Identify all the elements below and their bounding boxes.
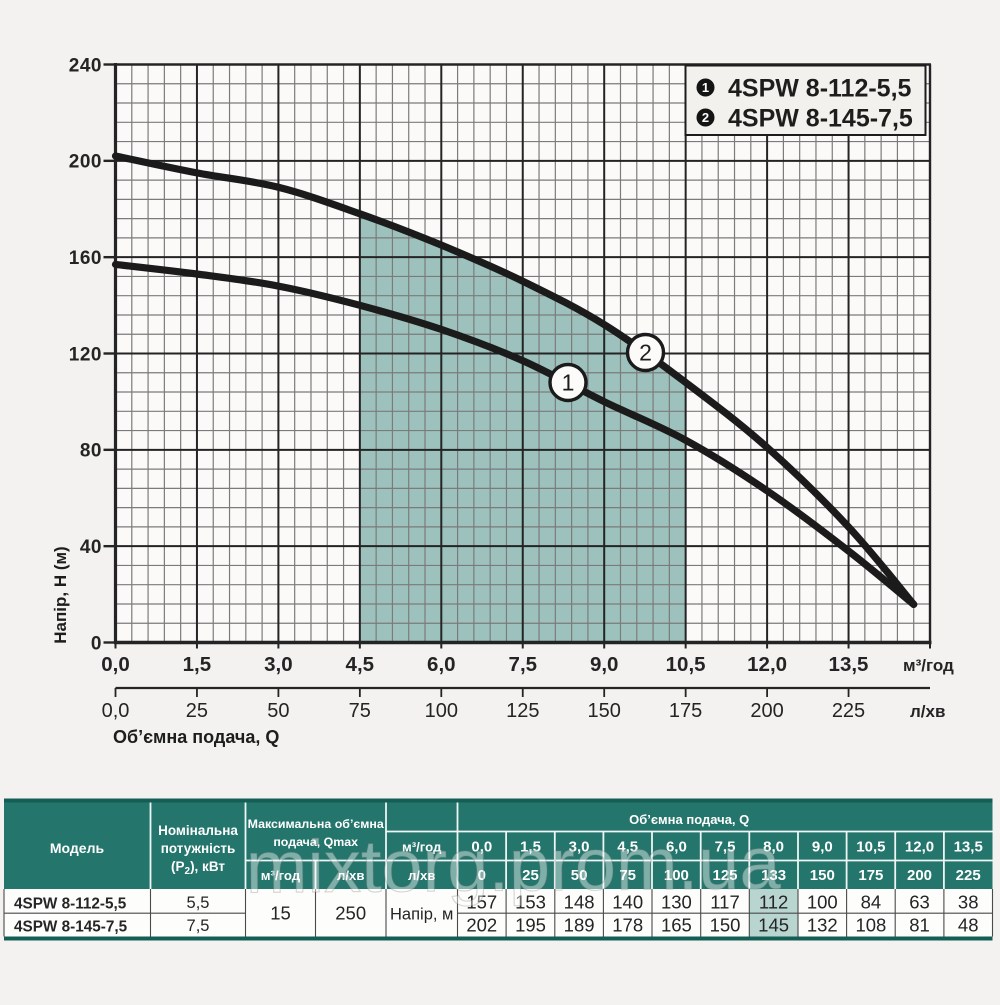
svg-text:3,0: 3,0 xyxy=(264,653,293,676)
svg-text:8,0: 8,0 xyxy=(763,839,784,856)
svg-text:4,5: 4,5 xyxy=(346,653,375,676)
svg-text:125: 125 xyxy=(712,867,737,884)
svg-text:Модель: Модель xyxy=(50,840,105,856)
svg-text:0,0: 0,0 xyxy=(471,839,492,856)
svg-text:157: 157 xyxy=(466,892,497,913)
svg-text:225: 225 xyxy=(956,867,981,884)
svg-text:7,5: 7,5 xyxy=(715,839,736,856)
svg-text:125: 125 xyxy=(506,700,539,722)
svg-text:4SPW 8-145-7,5: 4SPW 8-145-7,5 xyxy=(14,919,128,936)
svg-text:15: 15 xyxy=(270,903,291,924)
svg-text:4SPW 8-145-7,5: 4SPW 8-145-7,5 xyxy=(728,105,913,133)
svg-text:м³/год: м³/год xyxy=(402,840,442,855)
svg-text:Напір, м: Напір, м xyxy=(390,906,453,924)
svg-text:63: 63 xyxy=(909,892,930,913)
svg-text:м³/год: м³/год xyxy=(903,656,954,675)
svg-text:40: 40 xyxy=(80,537,102,558)
svg-text:160: 160 xyxy=(69,248,102,269)
svg-text:м³/год: м³/год xyxy=(261,868,301,883)
svg-text:153: 153 xyxy=(515,892,546,913)
svg-text:13,5: 13,5 xyxy=(954,839,983,856)
svg-text:145: 145 xyxy=(758,915,789,936)
svg-text:38: 38 xyxy=(958,892,979,913)
svg-text:10,5: 10,5 xyxy=(666,653,706,676)
svg-text:6,0: 6,0 xyxy=(666,839,687,856)
svg-text:9,0: 9,0 xyxy=(590,653,619,676)
svg-text:потужність: потужність xyxy=(161,841,236,856)
svg-text:6,0: 6,0 xyxy=(427,653,456,676)
svg-text:50: 50 xyxy=(267,700,289,722)
svg-text:120: 120 xyxy=(69,344,102,365)
svg-text:12,0: 12,0 xyxy=(905,839,934,856)
svg-text:200: 200 xyxy=(750,700,783,722)
svg-text:195: 195 xyxy=(515,915,546,936)
svg-text:13,5: 13,5 xyxy=(829,653,869,676)
svg-text:200: 200 xyxy=(69,152,102,173)
svg-text:250: 250 xyxy=(335,903,366,924)
svg-text:10,5: 10,5 xyxy=(856,839,885,856)
svg-text:75: 75 xyxy=(349,700,371,722)
svg-text:175: 175 xyxy=(858,867,883,884)
svg-text:5,5: 5,5 xyxy=(187,894,210,912)
svg-text:132: 132 xyxy=(807,915,838,936)
svg-text:189: 189 xyxy=(564,915,595,936)
svg-text:2: 2 xyxy=(639,340,652,366)
svg-text:100: 100 xyxy=(807,892,838,913)
svg-text:2: 2 xyxy=(702,110,709,125)
svg-text:202: 202 xyxy=(466,915,497,936)
svg-text:150: 150 xyxy=(588,700,621,722)
svg-text:150: 150 xyxy=(710,915,741,936)
svg-text:Максимальна об’ємна: Максимальна об’ємна xyxy=(248,817,384,831)
svg-text:7,5: 7,5 xyxy=(509,653,538,676)
svg-text:л/хв: л/хв xyxy=(408,868,435,883)
svg-text:84: 84 xyxy=(861,892,882,913)
svg-text:75: 75 xyxy=(619,867,636,884)
svg-text:148: 148 xyxy=(564,892,595,913)
svg-text:25: 25 xyxy=(522,867,539,884)
svg-text:50: 50 xyxy=(571,867,588,884)
svg-text:Об’ємна подача, Q: Об’ємна подача, Q xyxy=(629,812,749,827)
svg-text:150: 150 xyxy=(810,867,835,884)
svg-text:240: 240 xyxy=(69,55,102,76)
svg-text:200: 200 xyxy=(907,867,932,884)
svg-text:mixtorg.prom.ua: mixtorg.prom.ua xyxy=(245,821,781,908)
svg-text:81: 81 xyxy=(909,915,930,936)
svg-text:175: 175 xyxy=(669,700,702,722)
svg-text:1,5: 1,5 xyxy=(183,653,212,676)
svg-text:178: 178 xyxy=(612,915,643,936)
svg-text:100: 100 xyxy=(425,700,458,722)
svg-text:80: 80 xyxy=(80,441,102,462)
svg-text:225: 225 xyxy=(832,700,865,722)
svg-text:7,5: 7,5 xyxy=(187,917,210,935)
svg-text:112: 112 xyxy=(759,892,789,913)
svg-text:130: 130 xyxy=(661,892,692,913)
svg-text:4,5: 4,5 xyxy=(617,839,638,856)
svg-text:0: 0 xyxy=(478,867,486,884)
svg-text:3,0: 3,0 xyxy=(569,839,590,856)
svg-text:9,0: 9,0 xyxy=(812,839,833,856)
svg-text:100: 100 xyxy=(664,867,689,884)
svg-text:л/хв: л/хв xyxy=(910,702,945,721)
svg-text:1: 1 xyxy=(562,370,575,396)
svg-text:165: 165 xyxy=(661,915,692,936)
svg-text:117: 117 xyxy=(710,892,740,913)
svg-text:Напір, Н (м): Напір, Н (м) xyxy=(51,546,70,643)
svg-text:140: 140 xyxy=(612,892,643,913)
svg-text:4SPW 8-112-5,5: 4SPW 8-112-5,5 xyxy=(728,75,912,103)
svg-text:подача, Qmax: подача, Qmax xyxy=(273,835,358,849)
svg-text:0: 0 xyxy=(91,633,102,654)
svg-text:0,0: 0,0 xyxy=(102,700,130,722)
svg-text:4SPW 8-112-5,5: 4SPW 8-112-5,5 xyxy=(14,896,127,913)
svg-text:1: 1 xyxy=(702,80,709,95)
svg-text:л/хв: л/хв xyxy=(337,868,364,883)
svg-text:48: 48 xyxy=(958,915,979,936)
svg-text:Номінальна: Номінальна xyxy=(158,823,238,838)
svg-text:1,5: 1,5 xyxy=(520,839,541,856)
svg-text:108: 108 xyxy=(855,915,886,936)
svg-text:Об’ємна подача, Q: Об’ємна подача, Q xyxy=(113,727,279,747)
svg-text:12,0: 12,0 xyxy=(747,653,787,676)
svg-text:25: 25 xyxy=(186,700,208,722)
svg-text:0,0: 0,0 xyxy=(101,653,130,676)
svg-text:133: 133 xyxy=(761,867,786,884)
